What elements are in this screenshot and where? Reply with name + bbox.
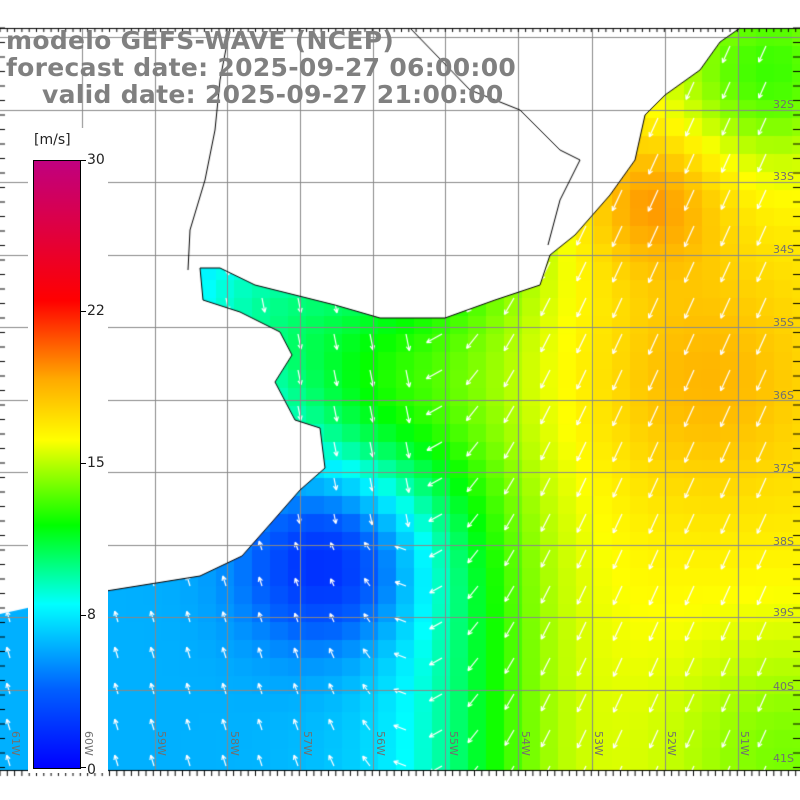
lon-label: 51W	[738, 731, 751, 756]
lon-label: 57W	[301, 731, 314, 756]
lat-label: 36S	[773, 389, 794, 402]
lat-label: 39S	[773, 606, 794, 619]
colorbar-label-8: 8	[87, 607, 96, 623]
lon-label: 55W	[447, 731, 460, 756]
colorbar-label-15: 15	[87, 455, 105, 471]
lon-label: 54W	[519, 731, 532, 756]
title-model: modelo GEFS-WAVE (NCEP)	[6, 26, 395, 55]
title-valid-date: valid date: 2025-09-27 21:00:00	[42, 80, 504, 109]
lon-label: 59W	[155, 731, 168, 756]
lat-label: 33S	[773, 170, 794, 183]
lon-label: 60W	[82, 731, 95, 756]
lon-label: 56W	[374, 731, 387, 756]
lon-label: 61W	[9, 731, 22, 756]
colorbar-tick	[80, 311, 86, 312]
lat-label: 34S	[773, 243, 794, 256]
lat-label: 38S	[773, 535, 794, 548]
colorbar-tick	[80, 767, 86, 768]
lat-label: 32S	[773, 98, 794, 111]
colorbar-tick	[80, 463, 86, 464]
colorbar-tick	[80, 160, 86, 161]
colorbar-unit: [m/s]	[34, 132, 71, 148]
lat-label: 41S	[773, 752, 794, 765]
colorbar-label-0: 0	[87, 762, 96, 778]
lon-label: 58W	[228, 731, 241, 756]
colorbar-label-30: 30	[87, 152, 105, 168]
lat-label: 37S	[773, 462, 794, 475]
title-forecast-date: forecast date: 2025-09-27 06:00:00	[6, 53, 517, 82]
colorbar-label-22: 22	[87, 303, 105, 319]
colorbar	[33, 160, 81, 769]
lon-label: 52W	[665, 731, 678, 756]
lat-label: 35S	[773, 316, 794, 329]
colorbar-tick	[80, 615, 86, 616]
lat-label: 40S	[773, 680, 794, 693]
lon-label: 53W	[592, 731, 605, 756]
